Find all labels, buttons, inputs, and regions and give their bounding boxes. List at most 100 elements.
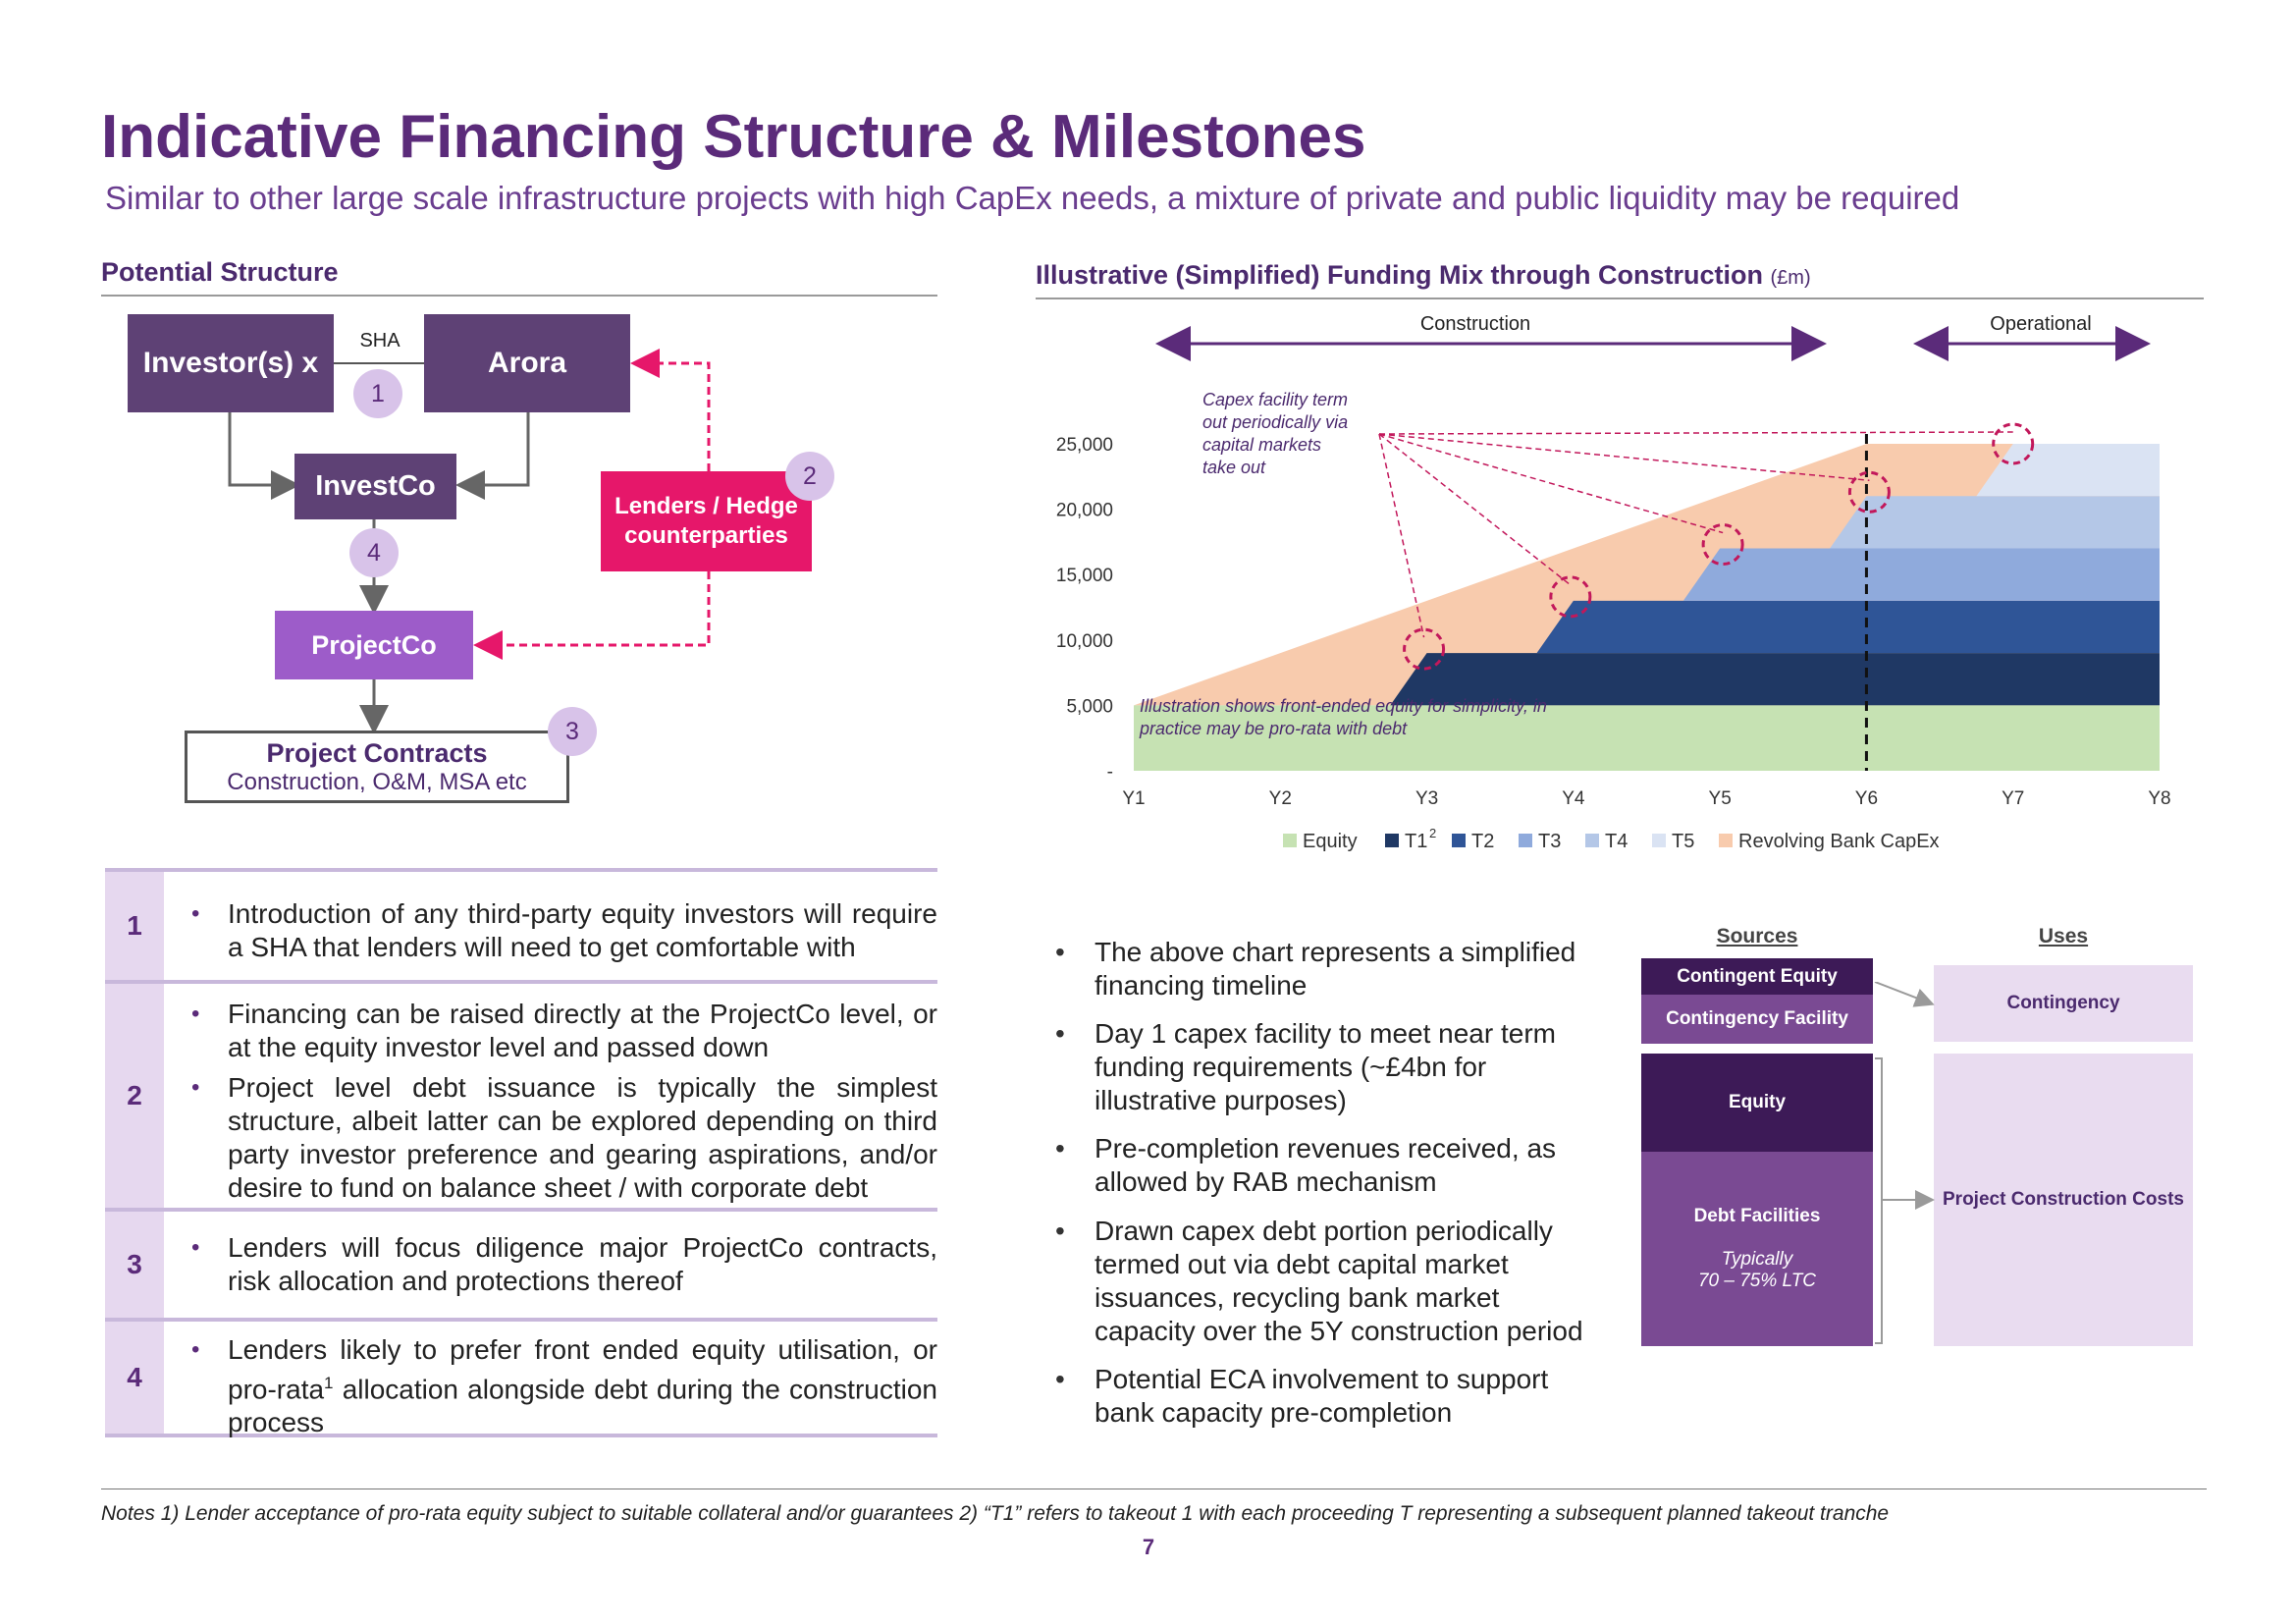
investor-to-investco-arrow (228, 412, 300, 500)
equity-area (1134, 705, 2160, 771)
equity-source-box: Equity (1641, 1054, 1873, 1152)
contingency-use-box: Contingency (1934, 965, 2193, 1042)
takeout-marker (1992, 422, 2035, 465)
sources-heading: Sources (1716, 925, 1798, 947)
project-costs-use-box: Project Construction Costs (1934, 1054, 2193, 1346)
investco-box: InvestCo (294, 454, 456, 519)
lenders-to-projectco-arrow (473, 571, 711, 660)
x-tick-label: Y8 (2148, 788, 2170, 809)
row4-lead: Lenders likely to prefer front ended equ… (228, 1334, 937, 1405)
tranche-area-t2 (1536, 600, 2160, 654)
capex-note-line: out periodically via (1202, 412, 1348, 432)
x-tick-label: Y4 (1562, 788, 1585, 809)
sha-label: SHA (359, 330, 400, 352)
legend-label: Revolving Bank CapEx (1738, 831, 1940, 852)
row-number: 2 (105, 984, 164, 1208)
takeout-leader-line (1378, 433, 1425, 638)
legend-swatch (1585, 834, 1599, 847)
row-number: 1 (105, 872, 164, 980)
takeout-leader-line (1378, 433, 1724, 534)
legend-label: T2 (1471, 831, 1494, 852)
marker-1: 1 (353, 369, 402, 418)
equity-note-line: practice may be pro-rata with debt (1139, 719, 1408, 738)
takeout-leader-line (1378, 433, 1572, 586)
footnote-ref: 1 (324, 1374, 334, 1392)
funding-mix-chart: - 5,000 10,000 15,000 20,000 25,000 Y1 Y2 Y3 Y4 Y… (1056, 313, 2171, 852)
capex-note-line: capital markets (1202, 435, 1321, 455)
investor-box: Investor(s) x (128, 314, 334, 412)
contingency-facility-box: Contingency Facility (1641, 995, 1873, 1044)
footnotes: Notes 1) Lender acceptance of pro-rata e… (101, 1502, 1890, 1525)
right-bullet-3: Pre-completion revenues received, as all… (1055, 1132, 1605, 1199)
project-contracts-title: Project Contracts (266, 738, 488, 768)
y-tick-label: 5,000 (1066, 696, 1113, 717)
x-tick-label: Y2 (1269, 788, 1292, 809)
typically-label: Typically (1721, 1249, 1793, 1270)
x-tick-label: Y3 (1415, 788, 1438, 809)
x-tick-label: Y1 (1122, 788, 1145, 809)
takeout-leader-line (1378, 433, 1870, 482)
y-tick-label: 15,000 (1056, 566, 1113, 586)
y-tick-label: 20,000 (1056, 501, 1113, 521)
row-bullet: Lenders likely to prefer front ended equ… (184, 1333, 937, 1439)
project-contracts-sub: Construction, O&M, MSA etc (227, 769, 527, 795)
debt-facilities-label: Debt Facilities (1693, 1206, 1821, 1226)
x-tick-label: Y5 (1709, 788, 1732, 809)
x-tick-label: Y6 (1855, 788, 1878, 809)
page-title: Indicative Financing Structure & Milesto… (101, 103, 1366, 171)
table-row-4: 4 Lenders likely to prefer front ended e… (105, 1318, 937, 1437)
capex-note-line: take out (1202, 458, 1266, 477)
arora-box: Arora (424, 314, 630, 412)
chart-heading-rule (1036, 298, 2204, 299)
takeout-marker (1847, 470, 1891, 514)
tranche-area-t1 (1390, 653, 2160, 706)
projectco-box: ProjectCo (275, 611, 473, 679)
construction-label: Construction (1420, 313, 1530, 335)
marker-3: 3 (548, 707, 597, 756)
legend-swatch (1452, 834, 1466, 847)
legend-label: T3 (1538, 831, 1561, 852)
lenders-box: Lenders / Hedge counterparties (601, 471, 812, 571)
uses-heading: Uses (2038, 925, 2089, 947)
legend-label: T1 (1405, 831, 1427, 852)
arora-to-investco-arrow (455, 412, 530, 500)
takeout-marker (1403, 627, 1446, 671)
y-tick-label: 25,000 (1056, 435, 1113, 456)
tranche-area-t5 (1976, 444, 2160, 497)
lenders-to-arora-arrow (630, 349, 711, 471)
structure-connectors (192, 349, 711, 734)
equity-note-line: Illustration shows front-ended equity fo… (1140, 696, 1547, 716)
legend-label-sup: 2 (1429, 826, 1436, 840)
page-number: 7 (1142, 1535, 1155, 1559)
chart-title: Illustrative (Simplified) Funding Mix th… (1036, 260, 1763, 290)
table-row-2: 2 Financing can be raised directly at th… (105, 980, 937, 1208)
legend-label: T4 (1605, 831, 1628, 852)
contingent-equity-box: Contingent Equity (1641, 958, 1873, 995)
right-bullet-1: The above chart represents a simplified … (1055, 936, 1605, 1002)
debt-facilities-box: Debt Facilities Typically 70 – 75% LTC (1641, 1152, 1873, 1346)
row-bullet: Financing can be raised directly at the … (184, 998, 937, 1064)
chart-unit: (£m) (1770, 267, 1811, 289)
ltc-label: 70 – 75% LTC (1697, 1271, 1817, 1291)
row4-tail: allocation alongside debt during the con… (228, 1374, 938, 1438)
marker-2: 2 (785, 452, 834, 501)
sources-uses-arrows (1874, 982, 1935, 1344)
debt-bracket (1875, 1057, 1883, 1344)
marker-4: 4 (349, 528, 399, 577)
row-bullet: Introduction of any third-party equity i… (184, 897, 937, 964)
table-row-1: 1 Introduction of any third-party equity… (105, 868, 937, 980)
legend-swatch (1385, 834, 1399, 847)
x-tick-label: Y7 (2002, 788, 2024, 809)
project-contracts-box: Project Contracts Construction, O&M, MSA… (185, 731, 569, 803)
legend-label: T5 (1672, 831, 1694, 852)
legend-swatch (1652, 834, 1666, 847)
page-subtitle: Similar to other large scale infrastruct… (105, 180, 1960, 216)
y-tick-label: 10,000 (1056, 631, 1113, 652)
takeout-marker (1701, 523, 1744, 567)
tranche-area-t3 (1682, 548, 2160, 601)
contingency-arrow (1874, 982, 1935, 1007)
table-row-3: 3 Lenders will focus diligence major Pro… (105, 1208, 937, 1318)
legend-label: Equity (1303, 831, 1358, 852)
row-number: 3 (105, 1212, 164, 1318)
operational-label: Operational (1990, 313, 2091, 335)
